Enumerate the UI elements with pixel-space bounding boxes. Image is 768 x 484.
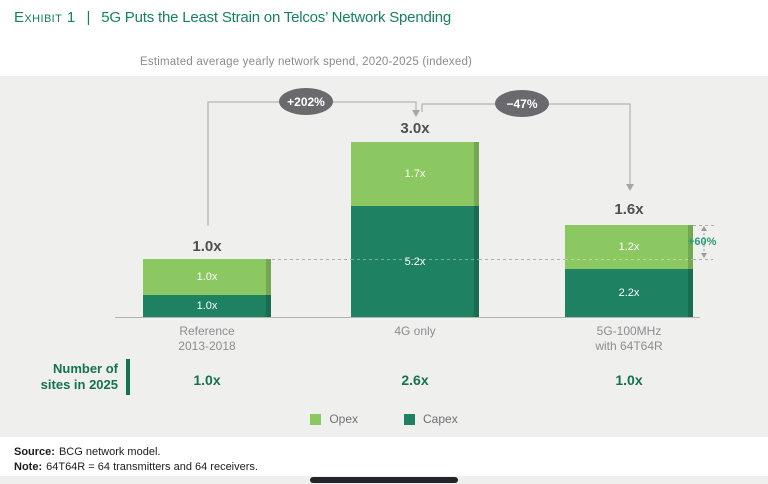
legend-item-opex: Opex <box>310 412 358 426</box>
capex-segment-5g: 2.2x <box>565 269 693 317</box>
category-line1: Reference <box>179 324 235 338</box>
sites-value-reference: 1.0x <box>193 372 221 388</box>
sites-row-label: Number of sites in 2025 <box>0 361 118 393</box>
opex-swatch-icon <box>310 413 322 425</box>
opex-segment-reference: 1.0x <box>143 259 271 295</box>
category-line2: 2013-2018 <box>178 339 236 353</box>
legend-label-capex: Capex <box>423 412 458 426</box>
segment-value-label: 2.2x <box>618 287 640 299</box>
home-indicator-bar <box>310 477 458 483</box>
chart-subtitle: Estimated average yearly network spend, … <box>140 56 473 68</box>
bar-5g-100mhz: 1.2x 2.2x <box>565 225 693 317</box>
source-label: Source: <box>14 446 55 458</box>
segment-value-label: 1.0x <box>196 300 218 312</box>
sites-label-line2: sites in 2025 <box>40 377 118 392</box>
opex-segment-4g: 1.7x <box>351 142 479 206</box>
total-label-4g: 3.0x <box>400 120 430 137</box>
exhibit-title-row: Exhibit 1 | 5G Puts the Least Strain on … <box>14 9 451 26</box>
note-label: Note: <box>14 461 43 473</box>
sites-value-5g: 1.0x <box>615 372 643 388</box>
legend: Opex Capex <box>0 412 768 426</box>
annotation-plus60: +60% <box>688 236 717 248</box>
total-label-5g: 1.6x <box>614 201 644 218</box>
category-label-5g: 5G-100MHz with 64T64R <box>539 324 719 354</box>
category-label-4g: 4G only <box>325 324 505 339</box>
capex-segment-4g: 5.2x <box>351 206 479 317</box>
category-label-reference: Reference 2013-2018 <box>117 324 297 354</box>
legend-item-capex: Capex <box>404 412 458 426</box>
footer: Source: BCG network model. Note: 64T64R = … <box>14 445 258 475</box>
segment-value-label: 1.2x <box>618 241 640 253</box>
category-line1: 5G-100MHz <box>596 324 662 338</box>
note-text: 64T64R = 64 transmitters and 64 receiver… <box>46 461 258 473</box>
annotation-oval-plus202: +202% <box>279 88 333 115</box>
bar-4g-only: 1.7x 5.2x <box>351 142 479 317</box>
exhibit-label: Exhibit 1 <box>14 9 76 26</box>
opex-segment-5g: 1.2x <box>565 225 693 269</box>
capex-swatch-icon <box>404 413 415 425</box>
segment-value-label: 1.7x <box>404 168 426 180</box>
annotation-oval-minus47: −47% <box>495 90 549 117</box>
sites-label-line1: Number of <box>53 361 118 376</box>
source-line: Source: BCG network model. <box>14 445 258 460</box>
legend-label-opex: Opex <box>329 412 358 426</box>
sites-value-4g: 2.6x <box>401 372 429 388</box>
category-line2: with 64T64R <box>595 339 663 353</box>
bar-reference: 1.0x 1.0x <box>143 259 271 317</box>
title-separator: | <box>86 9 91 26</box>
x-axis-line <box>115 317 700 318</box>
note-line: Note: 64T64R = 64 transmitters and 64 rec… <box>14 460 258 475</box>
sites-label-accent-bar <box>126 359 130 395</box>
category-line1: 4G only <box>394 324 436 338</box>
source-text: BCG network model. <box>58 446 161 458</box>
page-title: 5G Puts the Least Strain on Telcos’ Netw… <box>101 9 452 26</box>
segment-value-label: 5.2x <box>404 255 426 268</box>
total-label-reference: 1.0x <box>192 238 222 255</box>
capex-segment-reference: 1.0x <box>143 295 271 317</box>
segment-value-label: 1.0x <box>196 271 218 283</box>
